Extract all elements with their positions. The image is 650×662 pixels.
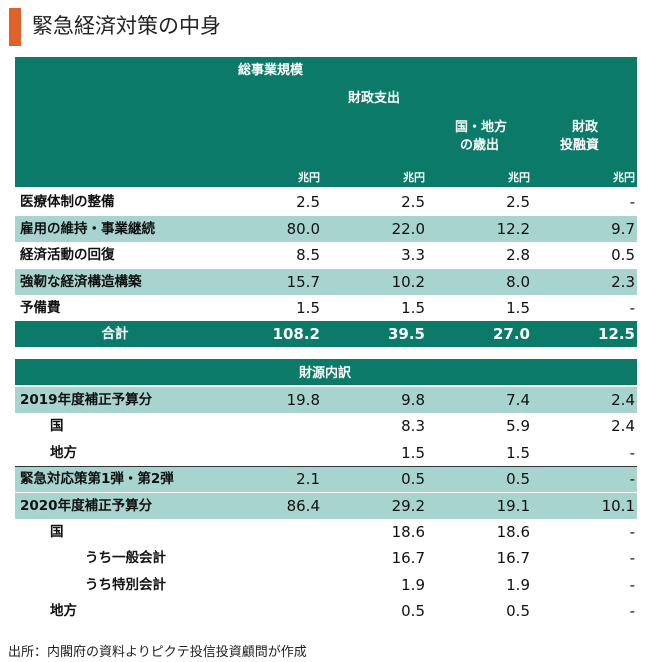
cell-value: 1.5: [296, 299, 320, 317]
cell-value: 19.1: [496, 496, 530, 515]
row-label: 強靭な経済構造構築: [20, 273, 142, 290]
cell-value: -: [629, 523, 635, 541]
cell-value: -: [629, 443, 635, 462]
cell-value: 39.5: [387, 325, 425, 343]
unit-label: 兆円: [613, 171, 635, 184]
cell-value: 1.5: [401, 299, 425, 317]
cell-value: 2.5: [296, 193, 320, 211]
column-header: 財政: [572, 120, 599, 135]
table-row: [15, 242, 637, 269]
cell-value: -: [629, 470, 635, 489]
cell-value: 12.5: [597, 325, 635, 343]
row-label: 医療体制の整備: [20, 194, 115, 210]
title-accent: [9, 8, 21, 46]
unit-label: 兆円: [298, 171, 320, 184]
cell-value: 108.2: [272, 325, 320, 343]
cell-value: 80.0: [286, 219, 320, 238]
column-header: 投融資: [560, 138, 600, 153]
cell-value: 2.5: [506, 193, 530, 211]
row-label: 2020年度補正予算分: [20, 497, 153, 514]
cell-value: 0.5: [401, 470, 425, 489]
cell-value: 3.3: [401, 246, 425, 264]
cell-value: 2.4: [611, 391, 635, 409]
cell-value: 16.7: [496, 549, 530, 568]
cell-value: 0.5: [401, 602, 425, 621]
cell-value: 29.2: [391, 496, 425, 515]
cell-value: -: [629, 549, 635, 568]
cell-value: 2.4: [611, 417, 635, 436]
cell-value: 2.5: [401, 193, 425, 211]
row-label: 地方: [50, 603, 77, 620]
cell-value: 15.7: [286, 272, 320, 291]
cell-value: 8.5: [296, 246, 320, 264]
row-label: 緊急対応策第1弾・第2弾: [20, 471, 174, 488]
cell-value: 16.7: [391, 549, 425, 568]
row-label: うち一般会計: [85, 550, 166, 567]
column-header: の歳出: [460, 138, 500, 153]
cell-value: 18.6: [496, 523, 530, 541]
table-row: [15, 571, 637, 599]
cell-value: -: [629, 193, 635, 211]
title: 緊急経済対策の中身: [32, 14, 221, 38]
row-label: 地方: [50, 444, 77, 461]
table-row: [15, 413, 637, 441]
cell-value: 7.4: [506, 391, 530, 409]
row-divider: [15, 466, 637, 467]
cell-value: 1.5: [506, 443, 530, 462]
table-row: [15, 519, 637, 546]
row-label: 予備費: [20, 300, 61, 316]
table-row: [15, 598, 637, 626]
table-row: [15, 295, 637, 322]
column-header: 財政支出: [348, 91, 401, 106]
row-label: 経済活動の回復: [20, 247, 115, 263]
cell-value: 2.1: [296, 470, 320, 489]
cell-value: 9.7: [611, 219, 635, 238]
cell-value: 1.9: [506, 575, 530, 594]
source-note: 出所：内閣府の資料よりピクテ投信投資顧問が作成: [8, 645, 307, 660]
section-header: [15, 359, 637, 386]
table-row: [15, 439, 637, 467]
cell-value: 86.4: [286, 496, 320, 515]
cell-value: 10.2: [391, 272, 425, 291]
cell-value: 1.5: [401, 443, 425, 462]
cell-value: 10.1: [601, 496, 635, 515]
cell-value: 18.6: [391, 523, 425, 541]
cell-value: 8.0: [506, 272, 530, 291]
cell-value: 2.8: [506, 246, 530, 264]
unit-label: 兆円: [403, 171, 425, 184]
cell-value: 8.3: [401, 417, 425, 436]
cell-value: 0.5: [506, 602, 530, 621]
cell-value: 0.5: [506, 470, 530, 489]
section-title: 財源内訳: [298, 366, 351, 381]
row-label: 国: [50, 418, 64, 435]
cell-value: 5.9: [506, 417, 530, 436]
cell-value: 19.8: [286, 391, 320, 409]
cell-value: -: [629, 575, 635, 594]
row-label: 雇用の維持・事業継続: [20, 220, 155, 237]
cell-value: 22.0: [391, 219, 425, 238]
unit-label: 兆円: [508, 171, 530, 184]
cell-value: 0.5: [611, 246, 635, 264]
table-header: [15, 57, 637, 187]
cell-value: -: [629, 602, 635, 621]
column-header: 国・地方: [455, 120, 508, 135]
cell-value: 9.8: [401, 391, 425, 409]
column-header: 総事業規模: [238, 63, 304, 78]
row-label: うち特別会計: [85, 576, 166, 593]
cell-value: 1.9: [401, 575, 425, 594]
row-label: 2019年度補正予算分: [20, 392, 153, 408]
cell-value: -: [629, 299, 635, 317]
table-row: [15, 387, 637, 414]
row-label: 合計: [101, 326, 129, 342]
cell-value: 12.2: [496, 219, 530, 238]
row-label: 国: [50, 524, 64, 540]
table-row: [15, 492, 637, 520]
cell-value: 2.3: [611, 272, 635, 291]
cell-value: 1.5: [506, 299, 530, 317]
table-row: [15, 321, 637, 348]
cell-value: 27.0: [492, 325, 530, 343]
